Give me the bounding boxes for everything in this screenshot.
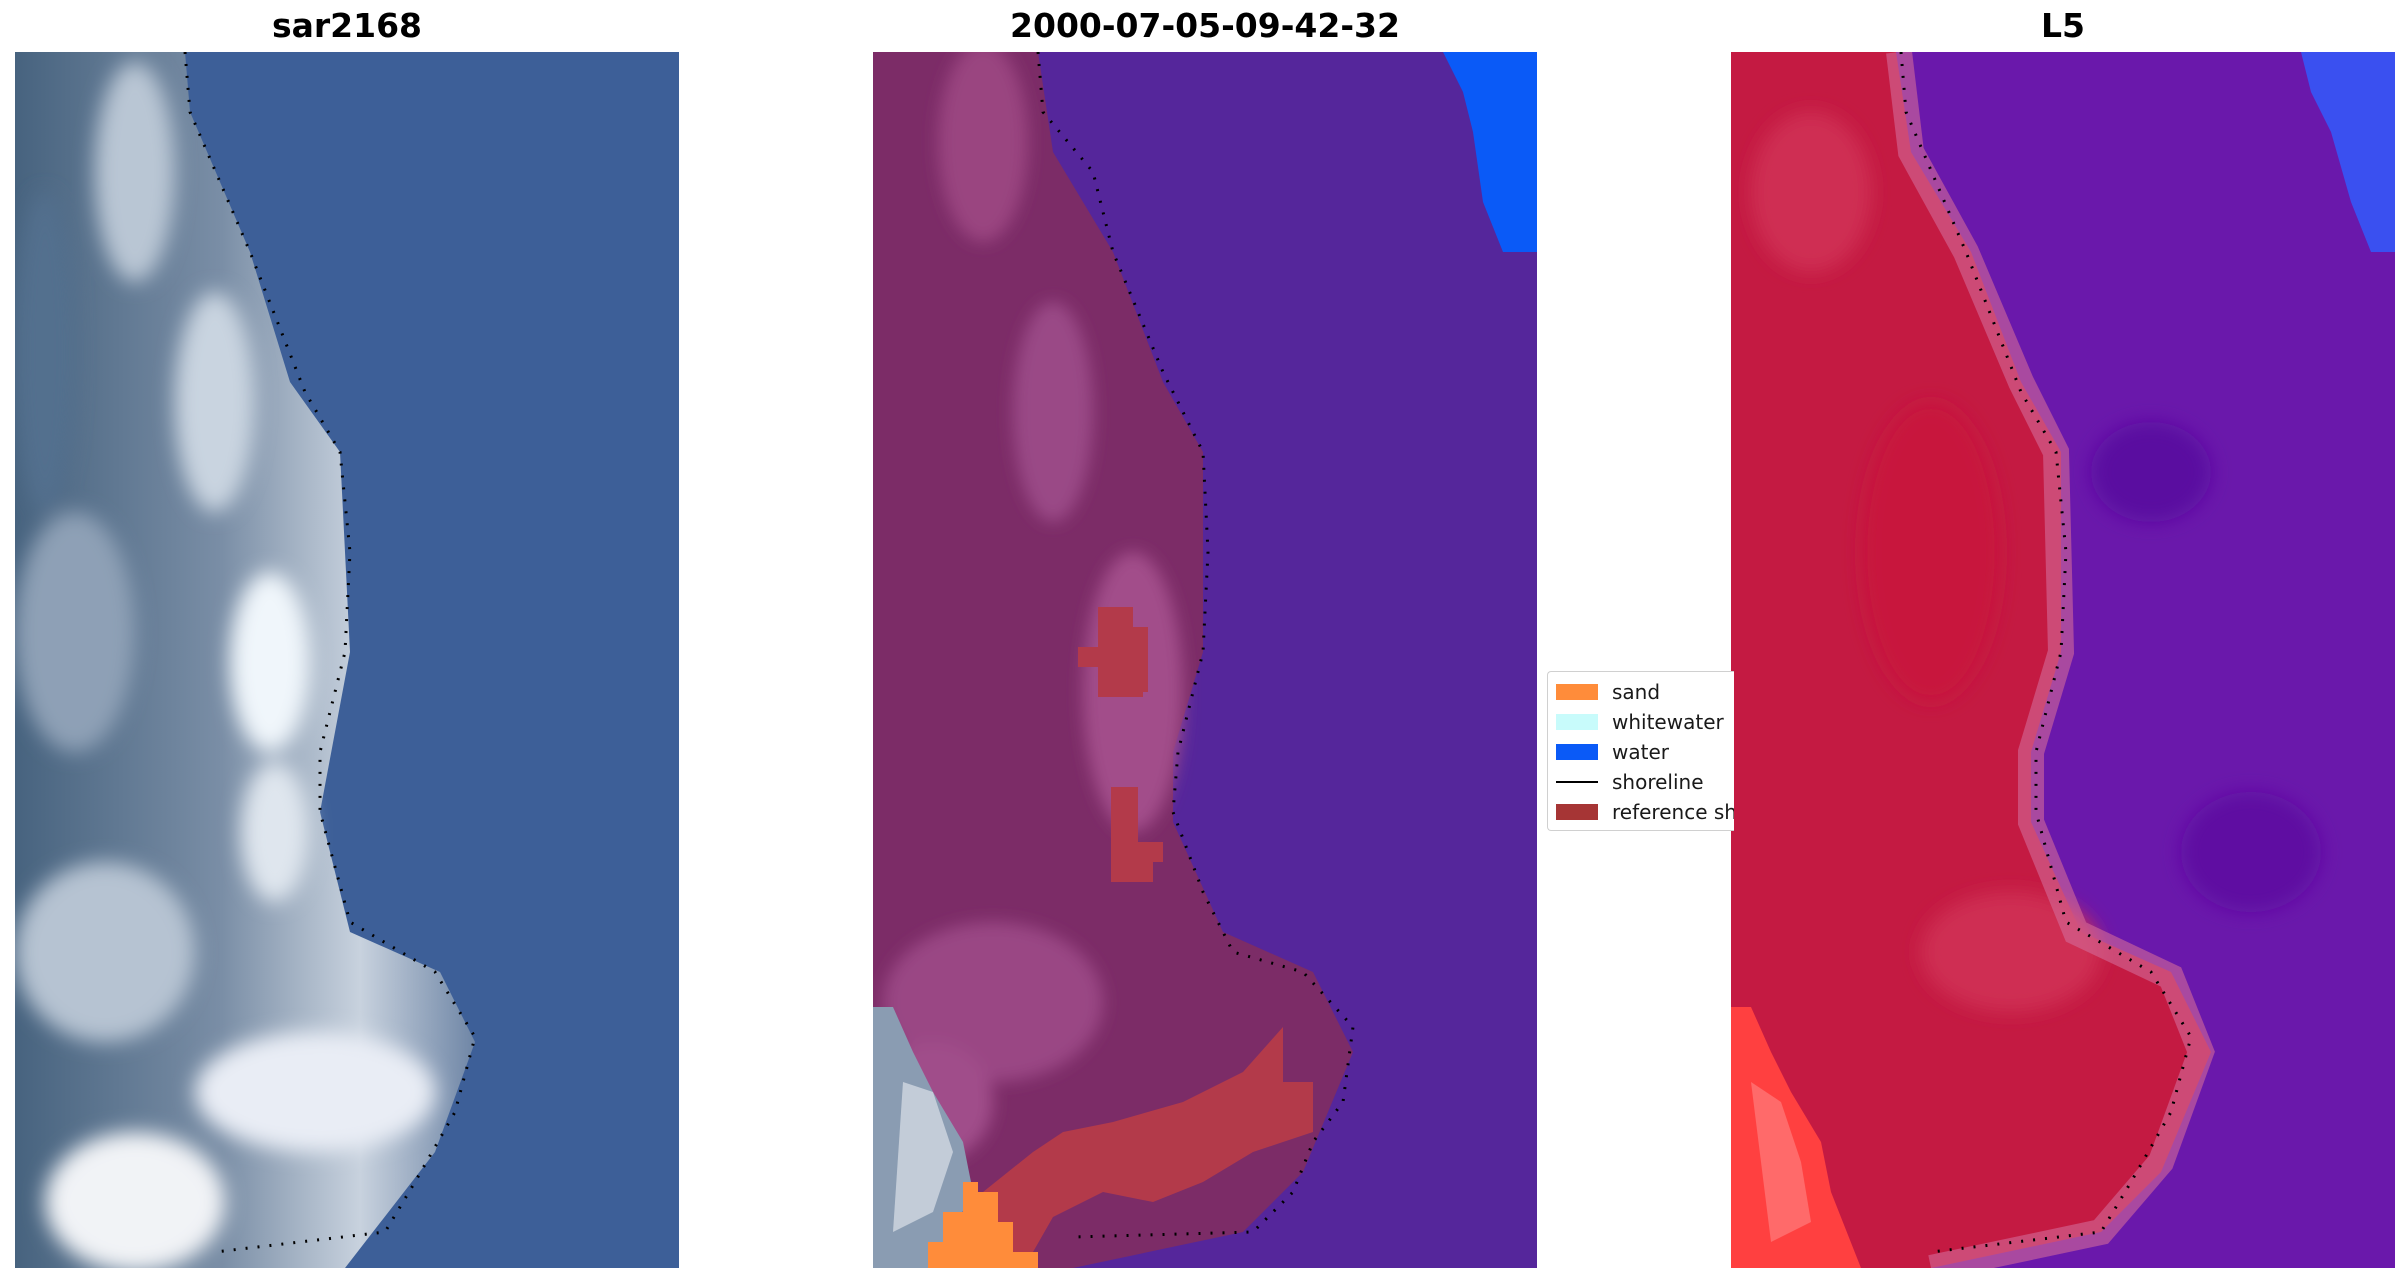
legend-label: reference shoreline buffer — [1612, 800, 1734, 824]
water-swatch — [1556, 744, 1598, 760]
whitewater-swatch — [1556, 714, 1598, 730]
legend: sand whitewater water shoreline referenc… — [1547, 671, 1734, 831]
rgb-image — [15, 52, 679, 1268]
legend-label: whitewater — [1612, 710, 1724, 734]
sand-swatch — [1556, 684, 1598, 700]
classified-image-panel — [873, 52, 1537, 1268]
classified-image — [873, 52, 1537, 1268]
falsecolor-image — [1731, 52, 2395, 1268]
shoreline-line-icon — [1556, 781, 1598, 783]
reference-buffer-region — [983, 607, 1313, 1268]
panel-title-rgb: sar2168 — [271, 6, 423, 45]
falsecolor-image-panel — [1731, 52, 2395, 1268]
legend-label: water — [1612, 740, 1669, 764]
legend-label: sand — [1612, 680, 1661, 704]
water-class-region — [1443, 52, 1537, 252]
legend-item-sand: sand — [1556, 680, 1660, 704]
legend-item-whitewater: whitewater — [1556, 710, 1724, 734]
sand-class-region — [928, 1182, 1038, 1268]
legend-item-reference-buffer: reference shoreline buffer — [1556, 800, 1734, 824]
legend-item-shoreline: shoreline — [1556, 770, 1704, 794]
blue-region — [2301, 52, 2395, 252]
legend-label: shoreline — [1612, 770, 1704, 794]
legend-item-water: water — [1556, 740, 1669, 764]
panel-title-classified: 2000-07-05-09-42-32 — [1010, 6, 1400, 45]
rgb-image-panel — [15, 52, 679, 1268]
reference-buffer-swatch — [1556, 804, 1598, 820]
panel-title-falsecolor: L5 — [2041, 6, 2085, 45]
